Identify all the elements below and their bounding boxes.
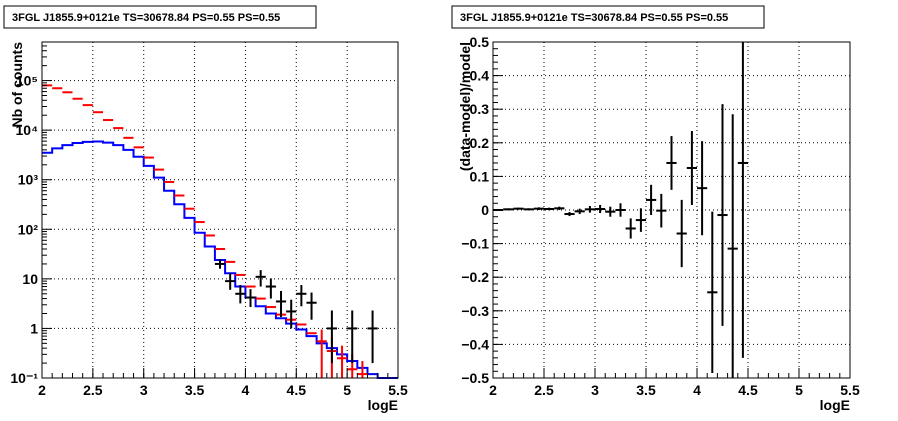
residuals-x-tick-label: 2 [489,382,497,398]
counts-title: 3FGL J1855.9+0121e TS=30678.84 PS=0.55 P… [12,12,280,24]
residuals-grid [493,42,850,378]
counts-x-tick-label: 5 [343,382,351,398]
counts-x-tick-label: 2.5 [83,382,103,398]
counts-x-tick-label: 3 [140,382,148,398]
counts-y-axis-label: Nb of counts [9,42,25,128]
residuals-y-tick-label: 0 [481,202,489,218]
counts-title-box [3,5,317,29]
counts-marks [42,84,398,379]
residuals-x-tick-label: 2.5 [534,382,554,398]
residuals-y-tick-label: −0.1 [461,236,489,252]
counts-y-tick-label: 10³ [18,172,39,188]
residuals-y-tick-label: −0.4 [461,336,489,352]
counts-x-axis-label: logE [368,397,398,413]
residuals-x-tick-label: 3 [591,382,599,398]
residuals-title-box [451,5,765,29]
residuals-y-tick-label: −0.3 [461,303,489,319]
counts-y-tick-label: 10² [18,221,39,237]
residuals-y-tick-label: 0.5 [470,34,490,50]
residuals-y-tick-label: −0.2 [461,269,489,285]
counts-y-tick-label: 10⁴ [16,122,39,138]
residuals-y-tick-label: 0.2 [470,135,490,151]
residuals-title: 3FGL J1855.9+0121e TS=30678.84 PS=0.55 P… [460,12,728,24]
residuals-y-tick-label: 0.3 [470,101,490,117]
residuals-y-axis-label: (data-model)/model [457,42,473,171]
counts-y-tick-label: 10⁵ [16,73,38,89]
counts-axes: 2 2.5 3 3.5 4 4.5 5 5.5 10⁻¹ 1 10 10² 10³ 10⁴ 10⁵ [10,41,408,398]
residuals-panel: 3FGL J1855.9+0121e TS=30678.84 PS=0.55 P… [451,5,860,413]
counts-x-tick-label: 4 [242,382,250,398]
residuals-plot-frame [492,41,851,379]
residuals-y-tick-label: 0.1 [470,168,490,184]
residuals-x-tick-label: 3.5 [636,382,656,398]
residuals-y-tick-label: −0.5 [461,370,489,386]
residuals-x-tick-label: 4 [693,382,701,398]
counts-panel: 3FGL J1855.9+0121e TS=30678.84 PS=0.55 P… [3,5,408,413]
counts-grid [42,42,398,378]
residuals-x-tick-label: 4.5 [738,382,758,398]
residuals-axes: 2 2.5 3 3.5 4 4.5 5 5.5 −0.5 −0.4 −0.3 −0.2 −0.1 0 0.1… [461,34,860,398]
residuals-y-tick-label: 0.4 [470,68,490,84]
counts-x-tick-label: 2 [38,382,46,398]
residuals-x-tick-label: 5 [795,382,803,398]
counts-model-step-line [42,140,398,379]
counts-x-tick-label: 3.5 [185,382,205,398]
residuals-marks [493,42,748,378]
residuals-x-axis-label: logE [820,397,850,413]
counts-y-tick-label: 1 [30,320,38,336]
counts-plot-frame [41,41,399,379]
residuals-x-tick-label: 5.5 [840,382,860,398]
counts-x-tick-label: 5.5 [388,382,408,398]
counts-x-tick-label: 4.5 [287,382,307,398]
counts-y-tick-label: 10 [22,271,38,287]
counts-y-tick-label: 10⁻¹ [10,370,38,386]
